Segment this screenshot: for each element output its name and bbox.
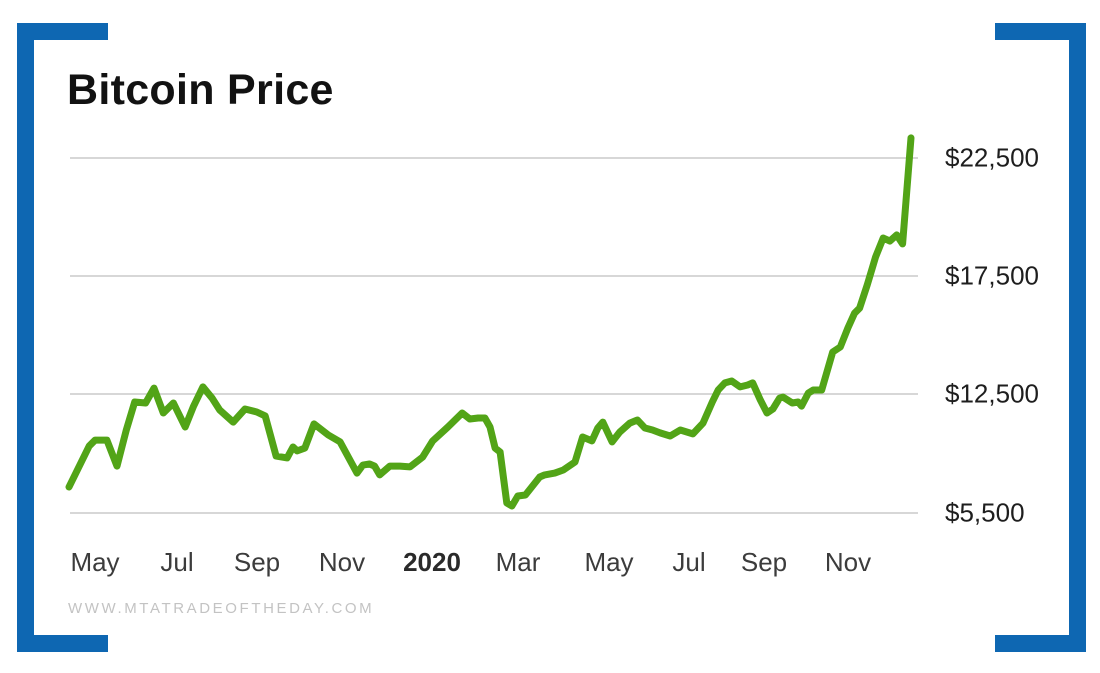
watermark-url: WWW.MTATRADEOFTHEDAY.COM [68,600,375,617]
gridlines [70,157,918,514]
x-tick-may-2020: May [584,547,634,577]
frame-bracket-right-vertical [1069,23,1086,652]
frame-bracket-right-bottom-arm [995,635,1086,652]
x-tick-sep-2019: Sep [233,547,281,577]
x-tick-may-2019: May [70,547,120,577]
x-tick-jul-2020: Jul [672,547,706,577]
x-tick-2020: 2020 [403,547,461,577]
bitcoin-price-line [65,134,915,510]
x-tick-nov-2020: Nov [824,547,872,577]
chart-title: Bitcoin Price [67,66,334,114]
x-tick-sep-2020: Sep [740,547,788,577]
y-tick-label-5500: $5,500 [945,497,1025,528]
x-tick-mar-2020: Mar [495,547,541,577]
y-tick-label-22500: $22,500 [945,142,1039,173]
x-tick-jul-2019: Jul [160,547,194,577]
frame-bracket-left-bottom-arm [17,635,108,652]
y-tick-label-17500: $17,500 [945,260,1039,291]
frame-bracket-left-vertical [17,23,34,652]
x-tick-nov-2019: Nov [318,547,366,577]
frame-bracket-left-top-arm [17,23,108,40]
frame-bracket-right-top-arm [995,23,1086,40]
y-tick-label-12500: $12,500 [945,378,1039,409]
